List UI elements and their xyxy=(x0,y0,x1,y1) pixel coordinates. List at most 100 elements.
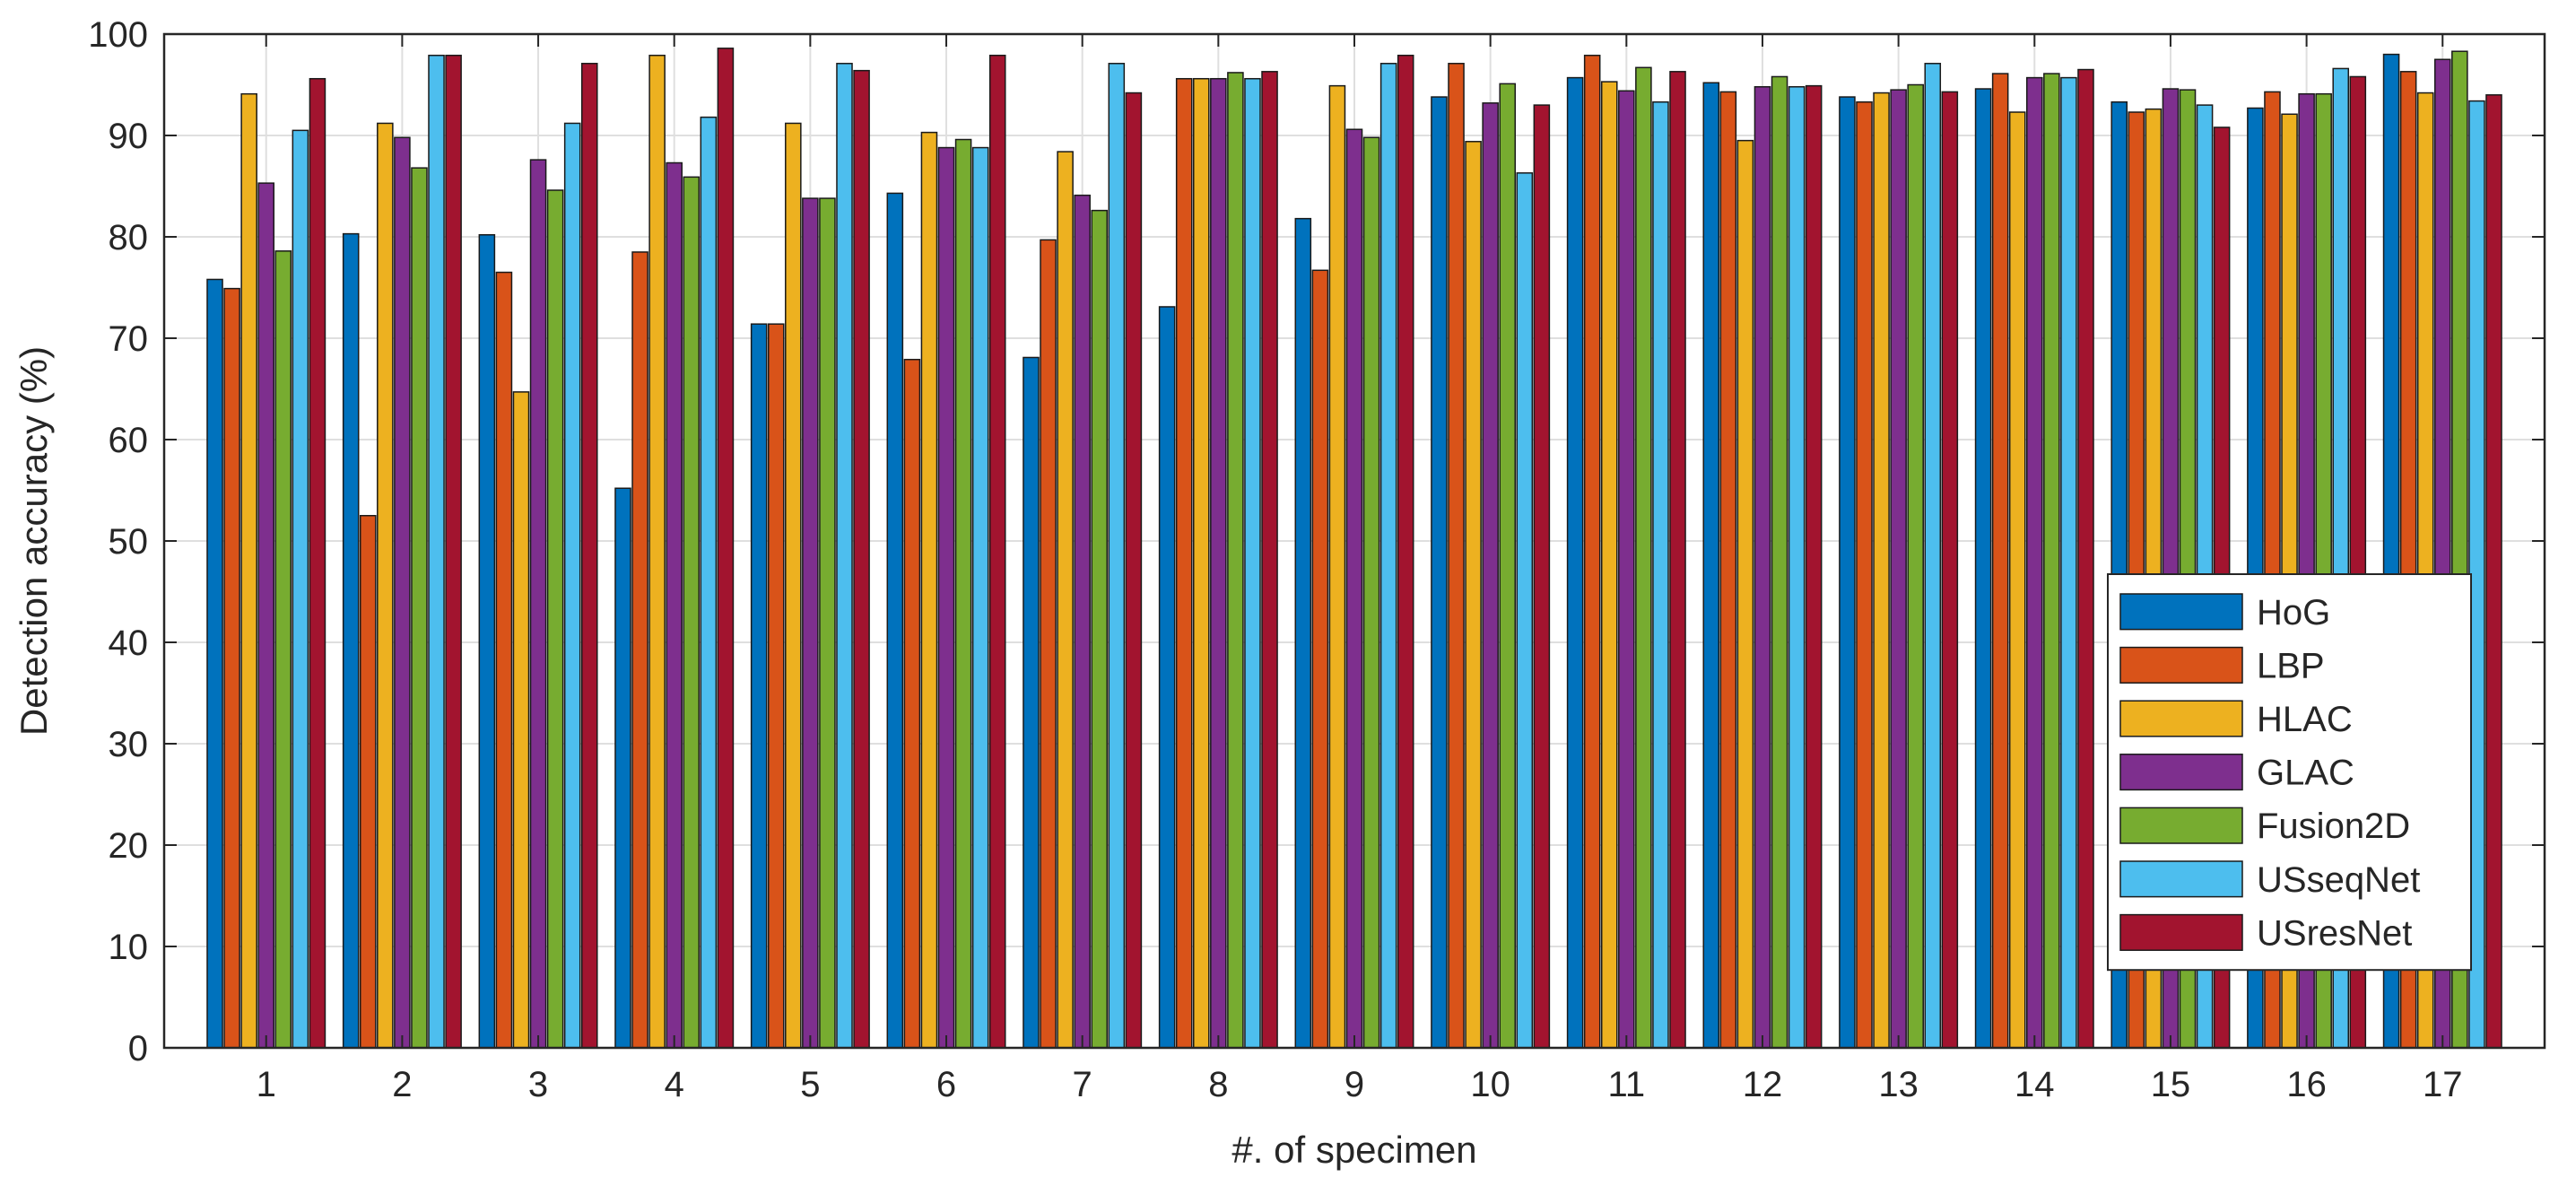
bar-lbp-5 xyxy=(767,323,785,1049)
bar-glac-4 xyxy=(666,161,683,1049)
bar-lbp-7 xyxy=(1040,239,1057,1049)
x-tick-label: 9 xyxy=(1345,1065,1364,1104)
x-tick-label: 5 xyxy=(800,1065,820,1104)
bar-lbp-2 xyxy=(359,515,377,1049)
bar-lbp-8 xyxy=(1175,77,1193,1049)
bar-usseqnet-11 xyxy=(1652,100,1669,1049)
bar-usresnet-9 xyxy=(1397,54,1414,1049)
y-tick-label: 90 xyxy=(109,117,149,156)
bar-fusion2d-13 xyxy=(1907,83,1924,1049)
bar-lbp-13 xyxy=(1856,100,1873,1049)
bar-usseqnet-9 xyxy=(1379,63,1397,1049)
bar-glac-5 xyxy=(802,197,819,1049)
bar-usseqnet-2 xyxy=(428,54,445,1049)
legend-label-usresnet: USresNet xyxy=(2257,913,2412,953)
bar-lbp-4 xyxy=(631,251,648,1049)
x-tick-label: 11 xyxy=(1608,1065,1646,1104)
axes-frame xyxy=(162,32,2546,1050)
bar-glac-7 xyxy=(1074,194,1091,1049)
legend-label-lbp: LBP xyxy=(2257,646,2325,685)
bar-hlac-8 xyxy=(1192,77,1210,1049)
bar-fusion2d-3 xyxy=(546,189,564,1049)
bar-usseqnet-10 xyxy=(1516,172,1534,1049)
x-tick-label: 17 xyxy=(2423,1065,2463,1104)
bar-hog-12 xyxy=(1702,82,1720,1049)
bar-fusion2d-7 xyxy=(1091,209,1109,1049)
bar-glac-1 xyxy=(257,182,275,1049)
bar-hlac-1 xyxy=(240,92,257,1049)
y-tick-label: 70 xyxy=(109,319,149,359)
legend-swatch-usseqnet xyxy=(2119,860,2243,898)
x-axis-title: #. of specimen xyxy=(1231,1129,1476,1171)
bar-hog-9 xyxy=(1294,217,1312,1049)
bar-usresnet-13 xyxy=(1941,91,1959,1049)
y-tick-label: 0 xyxy=(128,1029,148,1068)
y-axis-title: Detection accuracy (%) xyxy=(13,346,55,736)
axes xyxy=(162,32,2546,1050)
x-tick-label: 16 xyxy=(2286,1065,2327,1104)
bar-hog-6 xyxy=(886,192,904,1049)
bar-hog-13 xyxy=(1839,96,1856,1049)
y-tick-label: 100 xyxy=(88,15,148,55)
legend-swatch-lbp xyxy=(2119,646,2243,684)
legend-label-hlac: HLAC xyxy=(2257,700,2353,739)
bar-fusion2d-8 xyxy=(1227,72,1244,1049)
bar-usresnet-4 xyxy=(717,48,735,1049)
bar-hog-14 xyxy=(1974,88,1992,1049)
bar-lbp-6 xyxy=(903,358,921,1049)
legend-label-fusion2d: Fusion2D xyxy=(2257,807,2410,846)
bar-glac-12 xyxy=(1754,86,1771,1049)
bar-glac-2 xyxy=(394,136,411,1049)
bar-hlac-4 xyxy=(648,54,666,1049)
bar-hog-5 xyxy=(750,323,768,1049)
bar-fusion2d-10 xyxy=(1499,83,1517,1049)
bar-usseqnet-1 xyxy=(292,129,309,1049)
bar-hog-3 xyxy=(478,233,496,1049)
bar-usseqnet-7 xyxy=(1108,63,1126,1049)
bar-lbp-14 xyxy=(1991,73,2009,1049)
y-tick-label: 60 xyxy=(109,421,149,460)
bar-hlac-14 xyxy=(2008,111,2026,1049)
bar-lbp-10 xyxy=(1448,63,1465,1049)
bar-usseqnet-12 xyxy=(1788,86,1806,1049)
y-tick-label: 40 xyxy=(109,624,149,663)
bar-usresnet-8 xyxy=(1261,71,1278,1049)
bar-hog-1 xyxy=(206,278,223,1049)
bar-usseqnet-6 xyxy=(971,146,989,1049)
bar-usresnet-6 xyxy=(988,54,1006,1049)
bar-fusion2d-12 xyxy=(1771,75,1788,1049)
legend-swatch-usresnet xyxy=(2119,913,2243,951)
x-tick-label: 12 xyxy=(1743,1065,1783,1104)
x-tick-label: 6 xyxy=(936,1065,956,1104)
bar-usresnet-2 xyxy=(445,54,462,1049)
bar-usresnet-17 xyxy=(2485,94,2502,1049)
bar-fusion2d-11 xyxy=(1635,66,1652,1049)
bar-usresnet-7 xyxy=(1125,92,1143,1049)
bar-glac-13 xyxy=(1890,89,1907,1049)
x-tick-label: 13 xyxy=(1878,1065,1919,1104)
bar-hog-10 xyxy=(1431,96,1448,1049)
bar-usseqnet-3 xyxy=(563,122,581,1049)
bar-hlac-9 xyxy=(1328,84,1346,1049)
bar-glac-11 xyxy=(1618,90,1635,1049)
bar-usresnet-3 xyxy=(580,63,598,1049)
bar-lbp-1 xyxy=(223,287,240,1049)
bar-hog-7 xyxy=(1023,356,1040,1049)
y-tick-label: 20 xyxy=(109,826,149,866)
bar-glac-8 xyxy=(1210,77,1227,1049)
bar-usseqnet-8 xyxy=(1244,77,1261,1049)
bar-glac-9 xyxy=(1345,128,1363,1049)
bar-glac-3 xyxy=(529,159,547,1049)
x-tick-label: 15 xyxy=(2151,1065,2191,1104)
bar-hog-8 xyxy=(1158,306,1176,1049)
bar-usseqnet-13 xyxy=(1924,63,1942,1049)
bar-hog-11 xyxy=(1566,76,1584,1049)
bar-hog-2 xyxy=(342,232,360,1049)
bar-usresnet-12 xyxy=(1805,84,1823,1049)
y-tick-label: 30 xyxy=(109,725,149,764)
bar-usseqnet-4 xyxy=(700,116,718,1049)
y-tick-label: 10 xyxy=(109,928,149,967)
bar-lbp-9 xyxy=(1311,269,1329,1049)
